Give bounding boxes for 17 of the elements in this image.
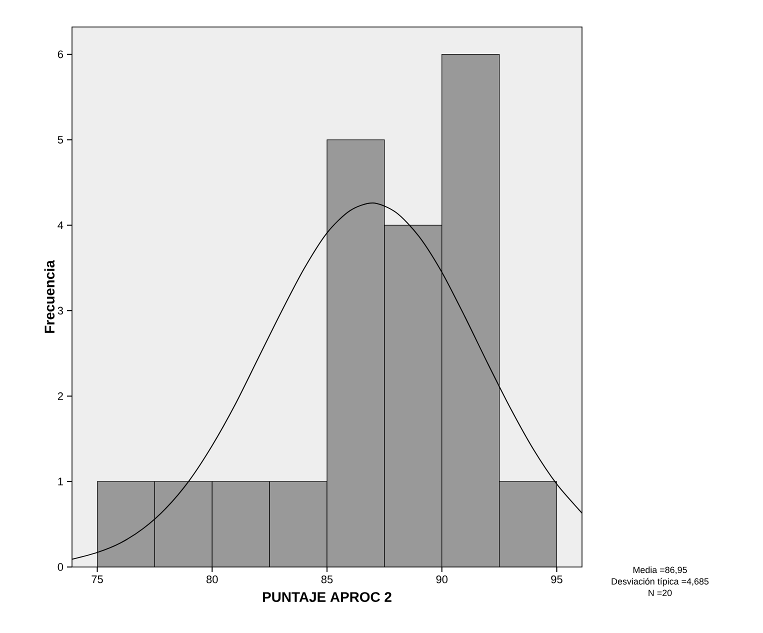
y-tick-label: 3 [58,306,63,315]
x-axis-title: PUNTAJE APROC 2 [262,592,392,602]
text: Desviación típica =4,685 [612,578,709,586]
y-tick-label: 1 [58,478,63,486]
x-tick-label: 75 [92,576,103,584]
text: N =20 [648,590,672,596]
text: Media =86,95 [633,566,687,574]
y-tick-label: 6 [58,50,63,58]
y-tick-label: 4 [58,221,64,229]
x-tick-label: 80 [206,576,218,584]
x-tick-label: 85 [321,576,333,584]
x-tick-label: 90 [436,576,448,584]
y-tick-label: 5 [58,136,64,144]
y-tick-label: 0 [58,563,64,571]
y-axis-title: Frecuencia [44,260,55,333]
x-tick-label: 95 [551,576,562,584]
y-tick-label: 2 [58,392,63,400]
